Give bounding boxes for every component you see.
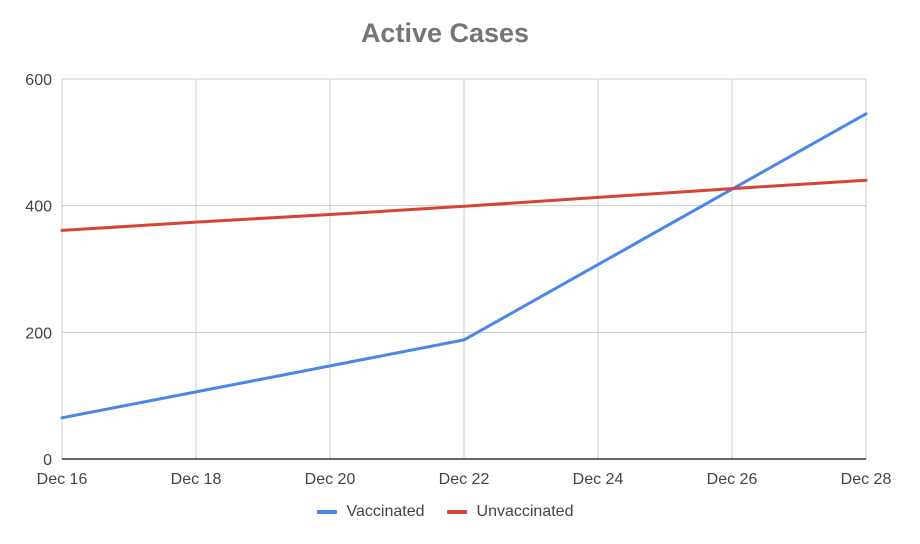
x-tick-label: Dec 26 bbox=[707, 471, 758, 488]
chart-title: Active Cases bbox=[360, 18, 530, 48]
x-tick-label: Dec 22 bbox=[439, 471, 490, 488]
legend-label-vaccinated: Vaccinated bbox=[346, 503, 425, 520]
x-tick-label: Dec 20 bbox=[305, 471, 356, 488]
x-tick-label: Dec 28 bbox=[841, 471, 892, 488]
legend-item-unvaccinated: Unvaccinated bbox=[446, 503, 574, 521]
y-tick-label: 0 bbox=[43, 452, 52, 469]
x-tick-label: Dec 16 bbox=[37, 471, 88, 488]
chart-legend: Vaccinated Unvaccinated bbox=[0, 503, 890, 521]
grid-lines bbox=[61, 78, 867, 459]
tick-labels: 0 200 400 600 Dec 16 Dec 18 Dec 20 Dec 22 Dec 24… bbox=[25, 72, 891, 488]
y-tick-label: 400 bbox=[25, 199, 52, 216]
x-tick-label: Dec 18 bbox=[171, 471, 222, 488]
legend-item-vaccinated: Vaccinated bbox=[316, 503, 425, 521]
series-lines bbox=[60, 112, 868, 420]
legend-swatch-vaccinated bbox=[316, 510, 337, 514]
x-tick-label: Dec 24 bbox=[573, 471, 624, 488]
y-tick-label: 600 bbox=[25, 72, 52, 89]
y-tick-label: 200 bbox=[25, 325, 52, 342]
legend-swatch-unvaccinated bbox=[446, 510, 467, 514]
legend-label-unvaccinated: Unvaccinated bbox=[476, 503, 574, 520]
